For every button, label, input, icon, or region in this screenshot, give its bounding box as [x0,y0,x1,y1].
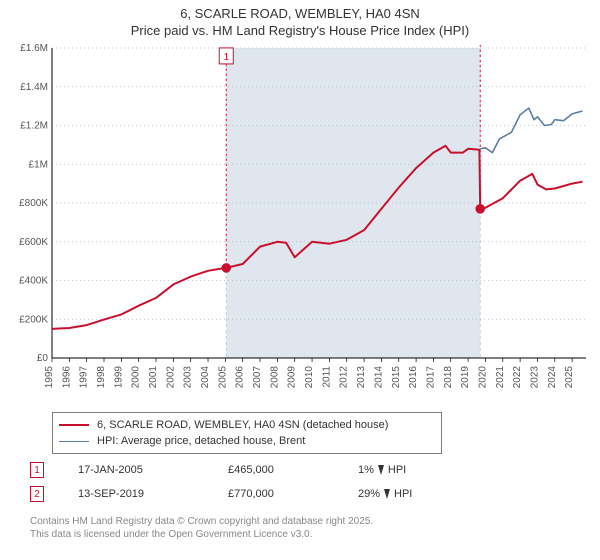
svg-text:2002: 2002 [165,366,176,389]
svg-text:2004: 2004 [200,366,211,389]
svg-text:1996: 1996 [61,366,72,389]
svg-text:2005: 2005 [217,366,228,389]
svg-text:£1M: £1M [29,159,48,170]
svg-text:£400K: £400K [19,276,48,287]
delta-pct: 29% [358,488,380,500]
svg-text:1998: 1998 [96,366,107,389]
delta-ref: HPI [388,464,406,476]
table-row: 2 13-SEP-2019 £770,000 29% HPI [30,482,570,506]
chart-title-line2: Price paid vs. HM Land Registry's House … [0,23,600,38]
delta-pct: 1% [358,464,374,476]
svg-text:2017: 2017 [425,366,436,389]
svg-text:£0: £0 [37,353,49,364]
attribution-line: Contains HM Land Registry data © Crown c… [30,516,570,529]
attribution: Contains HM Land Registry data © Crown c… [30,516,570,541]
svg-text:2016: 2016 [408,366,419,389]
sales-table: 1 17-JAN-2005 £465,000 1% HPI 2 13-SEP-2… [30,458,570,506]
svg-text:2006: 2006 [235,366,246,389]
delta-ref: HPI [394,488,412,500]
svg-text:2010: 2010 [304,366,315,389]
arrow-down-icon [384,489,390,499]
chart-area: £0 £200K £400K £600K £800K £1M £1.2M £1.4M £1.6M… [6,44,594,406]
svg-text:2023: 2023 [529,366,540,389]
svg-text:2011: 2011 [321,366,332,388]
svg-text:£200K: £200K [19,314,48,325]
svg-text:2008: 2008 [269,366,280,389]
svg-text:2024: 2024 [547,366,558,389]
svg-text:2015: 2015 [391,366,402,389]
legend-item: 6, SCARLE ROAD, WEMBLEY, HA0 4SN (detach… [59,417,435,433]
svg-text:1997: 1997 [79,366,90,389]
sale-date: 13-SEP-2019 [78,488,228,500]
sale-date: 17-JAN-2005 [78,464,228,476]
svg-text:2001: 2001 [148,366,159,389]
svg-text:£800K: £800K [19,198,48,209]
svg-text:2012: 2012 [339,366,350,389]
svg-text:2021: 2021 [495,366,506,389]
svg-text:£1.2M: £1.2M [20,121,48,132]
svg-text:2025: 2025 [564,366,575,389]
legend-label: HPI: Average price, detached house, Bren… [97,435,305,447]
svg-text:2018: 2018 [443,366,454,389]
svg-text:1999: 1999 [113,366,124,389]
svg-text:£1.6M: £1.6M [20,44,48,54]
svg-text:2020: 2020 [477,366,488,389]
chart-title-line1: 6, SCARLE ROAD, WEMBLEY, HA0 4SN [0,6,600,21]
svg-text:£600K: £600K [19,237,48,248]
marker-badge: 1 [30,462,44,478]
legend-item: HPI: Average price, detached house, Bren… [59,433,435,449]
arrow-down-icon [378,465,384,475]
legend-swatch [59,424,89,426]
svg-text:1995: 1995 [44,366,55,389]
attribution-line: This data is licensed under the Open Gov… [30,529,570,542]
sale-price: £770,000 [228,488,358,500]
svg-text:2019: 2019 [460,366,471,389]
legend: 6, SCARLE ROAD, WEMBLEY, HA0 4SN (detach… [52,412,442,454]
table-row: 1 17-JAN-2005 £465,000 1% HPI [30,458,570,482]
svg-text:2022: 2022 [512,366,523,389]
svg-text:2013: 2013 [356,366,367,389]
svg-text:2009: 2009 [287,366,298,389]
svg-text:2000: 2000 [131,366,142,389]
legend-label: 6, SCARLE ROAD, WEMBLEY, HA0 4SN (detach… [97,419,388,431]
legend-swatch [59,441,89,442]
svg-text:2003: 2003 [183,366,194,389]
svg-text:2014: 2014 [373,366,384,389]
svg-text:1: 1 [223,52,229,63]
marker-badge: 2 [30,486,44,502]
sale-price: £465,000 [228,464,358,476]
svg-text:2007: 2007 [252,366,263,389]
svg-text:£1.4M: £1.4M [20,82,48,93]
